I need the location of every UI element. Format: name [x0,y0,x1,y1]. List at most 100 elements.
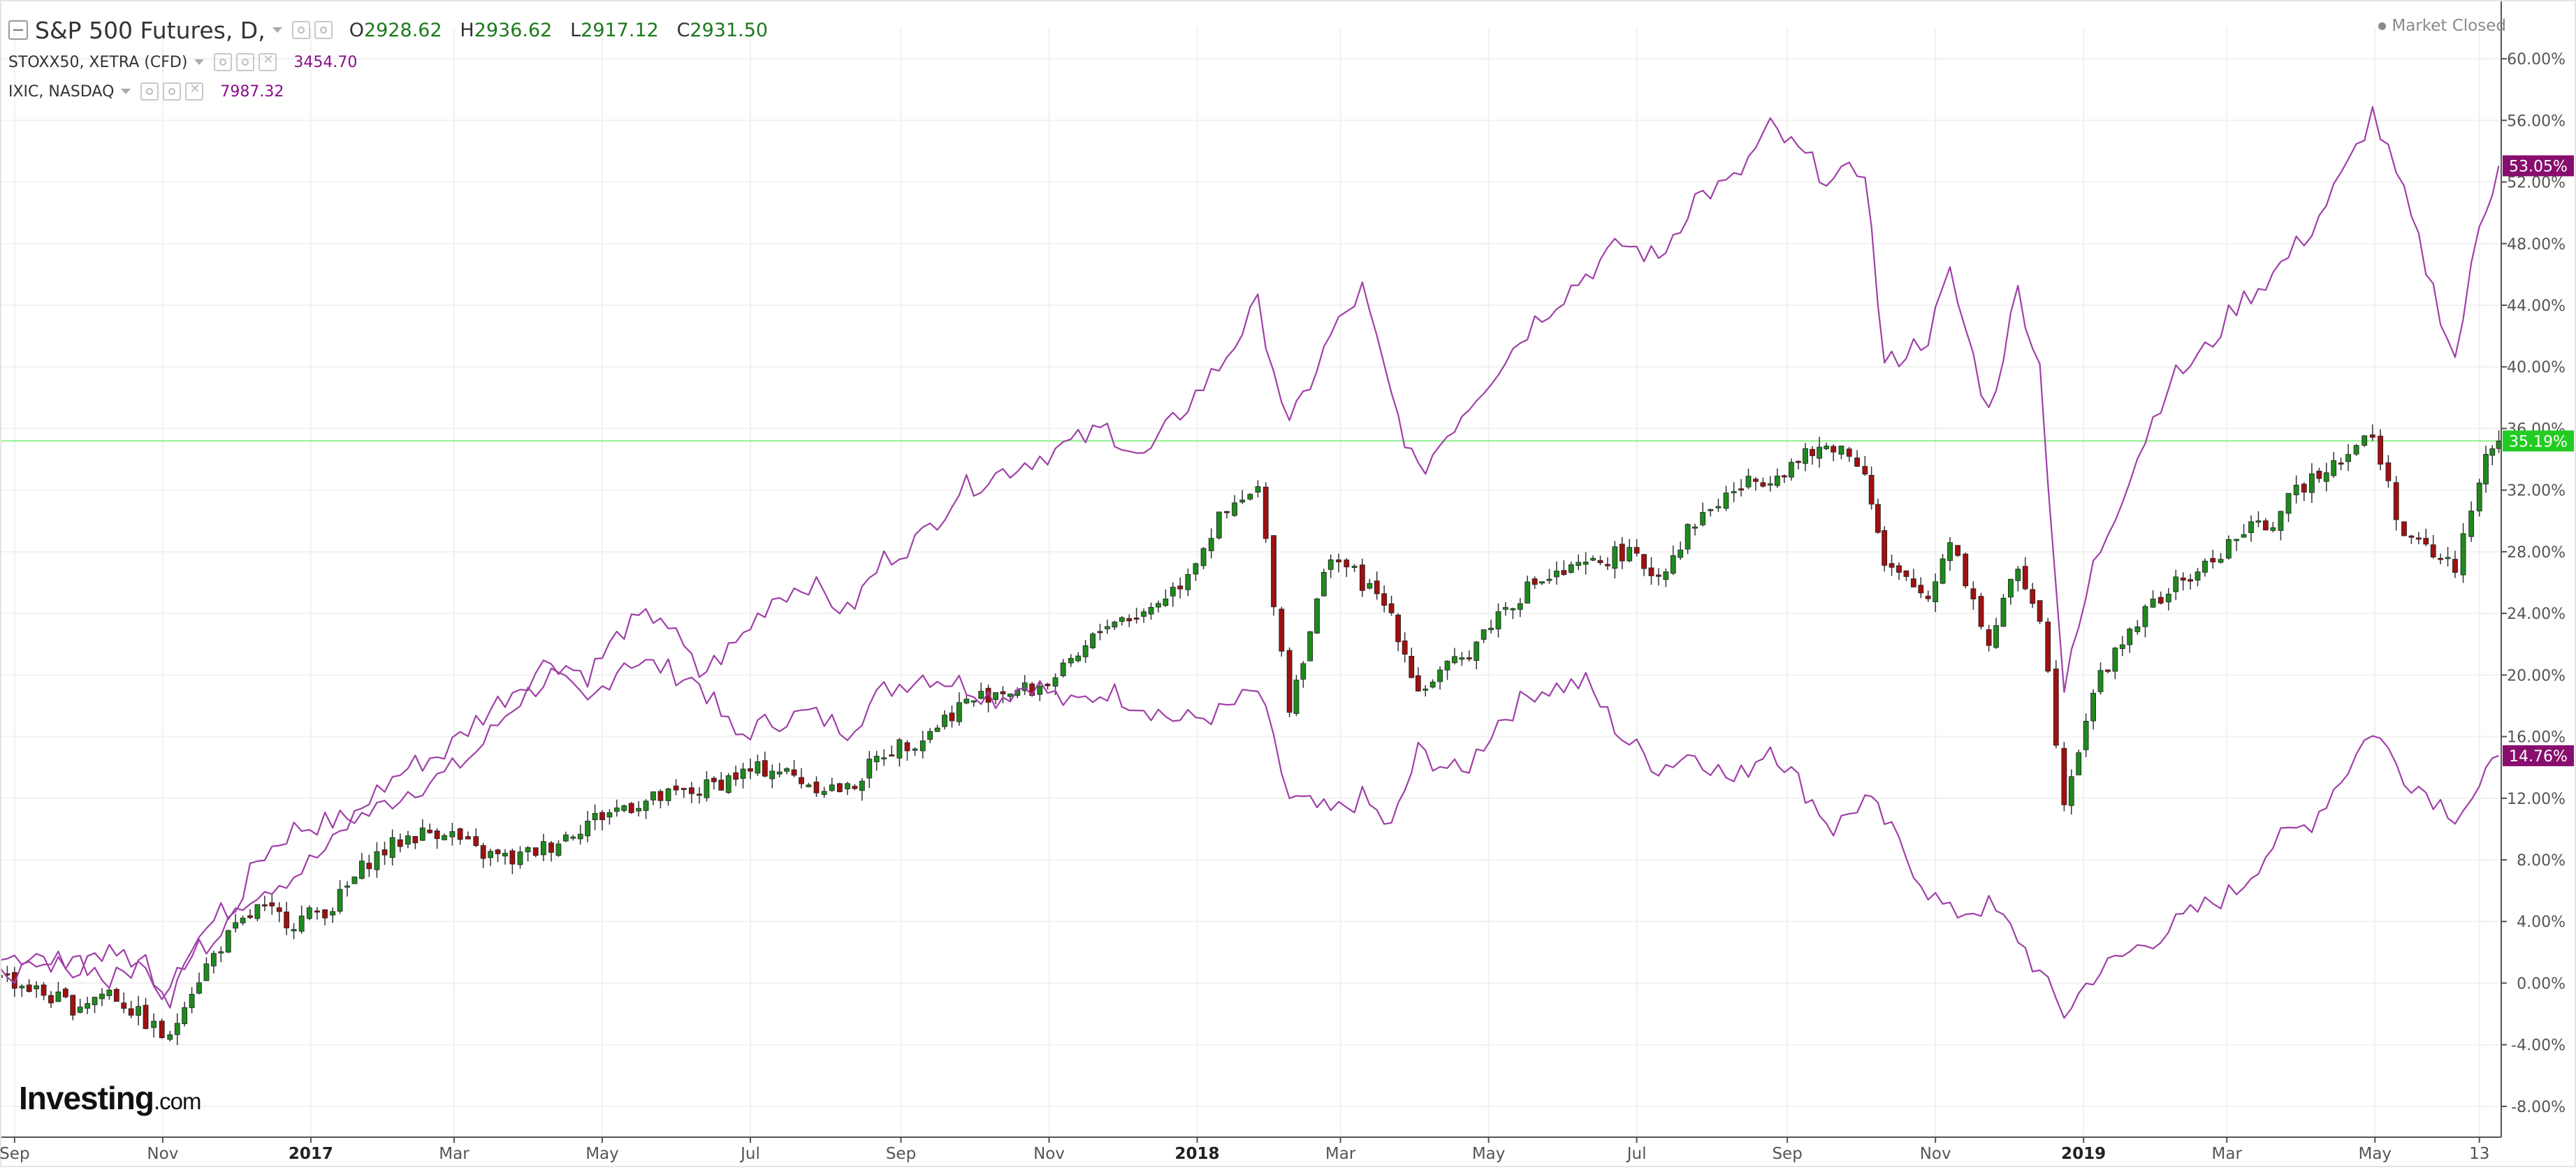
candle [1148,602,1154,620]
series-line-stoxx50 [0,658,2499,1019]
candle-body [2445,557,2451,560]
candle [2353,444,2359,456]
y-tick-label: 48.00% [2507,236,2566,254]
candle [613,799,620,817]
candle-body [1670,555,1676,574]
candle [351,876,358,884]
chevron-down-icon[interactable] [194,59,205,65]
candle [896,738,903,767]
candle [358,853,365,880]
candle-body [143,1004,149,1030]
candle [1208,528,1214,559]
candle [1993,617,1999,649]
candle [1862,455,1868,476]
candle [1314,597,1320,634]
candle [2053,660,2059,749]
candle [1224,511,1230,519]
candle-body [2401,521,2407,536]
close-icon[interactable] [259,52,277,71]
candle-body [1731,491,1737,494]
candle [1021,675,1028,696]
candle-body [1021,682,1028,692]
chevron-down-icon[interactable] [272,27,282,33]
candle-body [2015,569,2021,581]
candle-body [1561,570,1567,575]
collapse-legend-button[interactable] [8,20,28,40]
chevron-down-icon[interactable] [121,89,131,94]
candle-body [1940,558,1946,584]
candle-body [106,989,112,996]
candle-body [449,831,456,838]
candle [1503,602,1508,616]
candle [1200,546,1207,569]
candle [1692,523,1698,536]
candle [1882,526,1888,572]
candle-body [337,889,343,912]
candle-body [2460,533,2466,576]
candle-body [2083,721,2089,750]
candle-body [2090,692,2096,722]
candle-body [993,692,998,701]
candle [1075,652,1082,663]
candle-body [2157,597,2164,604]
settings-icon[interactable] [314,21,333,39]
candle [113,988,119,1002]
open-label: O [349,19,364,41]
candle-body [2423,538,2429,545]
candle [26,979,32,993]
main-symbol-label[interactable]: S&P 500 Futures, D, [35,16,265,44]
candle-body [473,836,479,846]
candle [1437,666,1443,690]
candle-body [1963,553,1969,587]
candle-body [1185,573,1191,590]
settings-icon[interactable] [236,53,255,71]
candle [337,880,343,914]
candle [2331,452,2337,478]
legend-row-stoxx50: STOXX50, XETRA (CFD) 3454.70 [8,47,768,77]
candle [1531,576,1538,590]
candle [1082,640,1089,663]
stoxx50-symbol-label[interactable]: STOXX50, XETRA (CFD) [8,53,188,71]
x-tick-label: 2019 [2061,1145,2106,1163]
market-status: Market Closed [2378,17,2506,35]
candle [643,798,649,819]
candle [688,782,694,804]
x-tick-label: May [2358,1145,2392,1163]
x-tick-label: Sep [1772,1145,1802,1163]
eye-icon[interactable] [291,21,310,39]
x-tick-label: Nov [147,1145,178,1163]
candle-body [1409,655,1415,678]
candle-body [1359,564,1365,591]
candle [673,779,679,796]
candle [412,835,419,849]
candle [2393,476,2399,531]
settings-icon[interactable] [163,82,182,101]
candle [1444,660,1450,680]
candle [1678,541,1684,560]
x-tick-label: Sep [0,1145,30,1163]
close-icon[interactable] [185,82,204,101]
candle [859,777,865,801]
ixic-symbol-label[interactable]: IXIC, NASDAQ [8,82,115,101]
candle-body [2195,571,2201,580]
candle [1112,620,1118,630]
candle-body [806,784,812,787]
eye-icon[interactable] [140,82,159,101]
candle [1846,446,1852,462]
candle-body [799,777,804,784]
candle [1731,482,1737,502]
candle [1279,606,1285,657]
candle-body [366,863,372,870]
candle [1940,553,1946,585]
candle [525,846,531,862]
eye-icon[interactable] [214,53,233,71]
candle [2030,583,2036,608]
candle [1546,569,1552,584]
candle [2015,566,2021,592]
candle [740,763,746,789]
candle-body [845,783,850,789]
candle-body [113,988,119,1002]
value-badge: 14.76% [2503,745,2574,766]
